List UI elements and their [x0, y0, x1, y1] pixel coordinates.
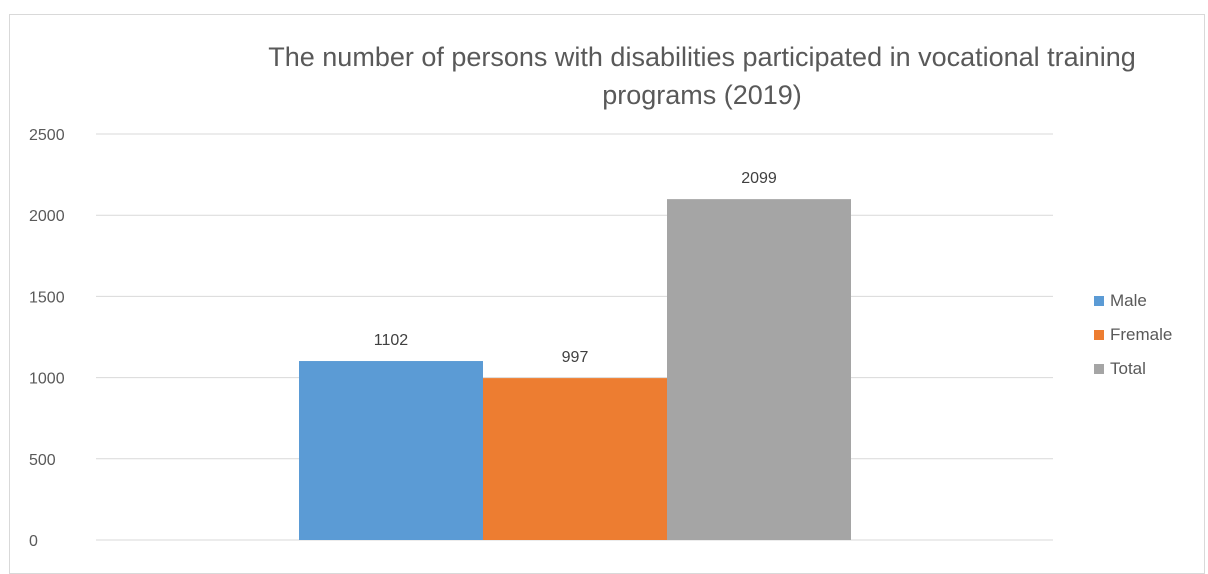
legend-swatch-fremale	[1094, 330, 1104, 340]
data-label-fremale: 997	[562, 349, 589, 366]
legend-swatch-male	[1094, 296, 1104, 306]
chart-title: The number of persons with disabilities …	[268, 42, 1136, 110]
bar-fremale	[483, 378, 667, 540]
legend-label-fremale: Fremale	[1110, 325, 1173, 344]
legend: Male Fremale Total	[1094, 284, 1172, 386]
legend-item-male: Male	[1094, 284, 1172, 318]
bar-male	[299, 361, 483, 540]
y-tick-label: 0	[29, 533, 38, 550]
legend-swatch-total	[1094, 364, 1104, 374]
bar-chart: 0 500 1000 1500 2000 2500 1102 997 2099	[29, 127, 1053, 550]
data-label-total: 2099	[741, 170, 777, 187]
bar-total	[667, 199, 851, 540]
y-tick-label: 1000	[29, 371, 65, 388]
y-tick-label: 500	[29, 452, 56, 469]
y-tick-label: 1500	[29, 289, 65, 306]
legend-item-total: Total	[1094, 352, 1172, 386]
legend-label-male: Male	[1110, 291, 1147, 310]
data-label-male: 1102	[374, 332, 409, 349]
legend-item-fremale: Fremale	[1094, 318, 1172, 352]
y-tick-label: 2000	[29, 208, 65, 225]
legend-label-total: Total	[1110, 359, 1146, 378]
y-tick-label: 2500	[29, 127, 65, 144]
